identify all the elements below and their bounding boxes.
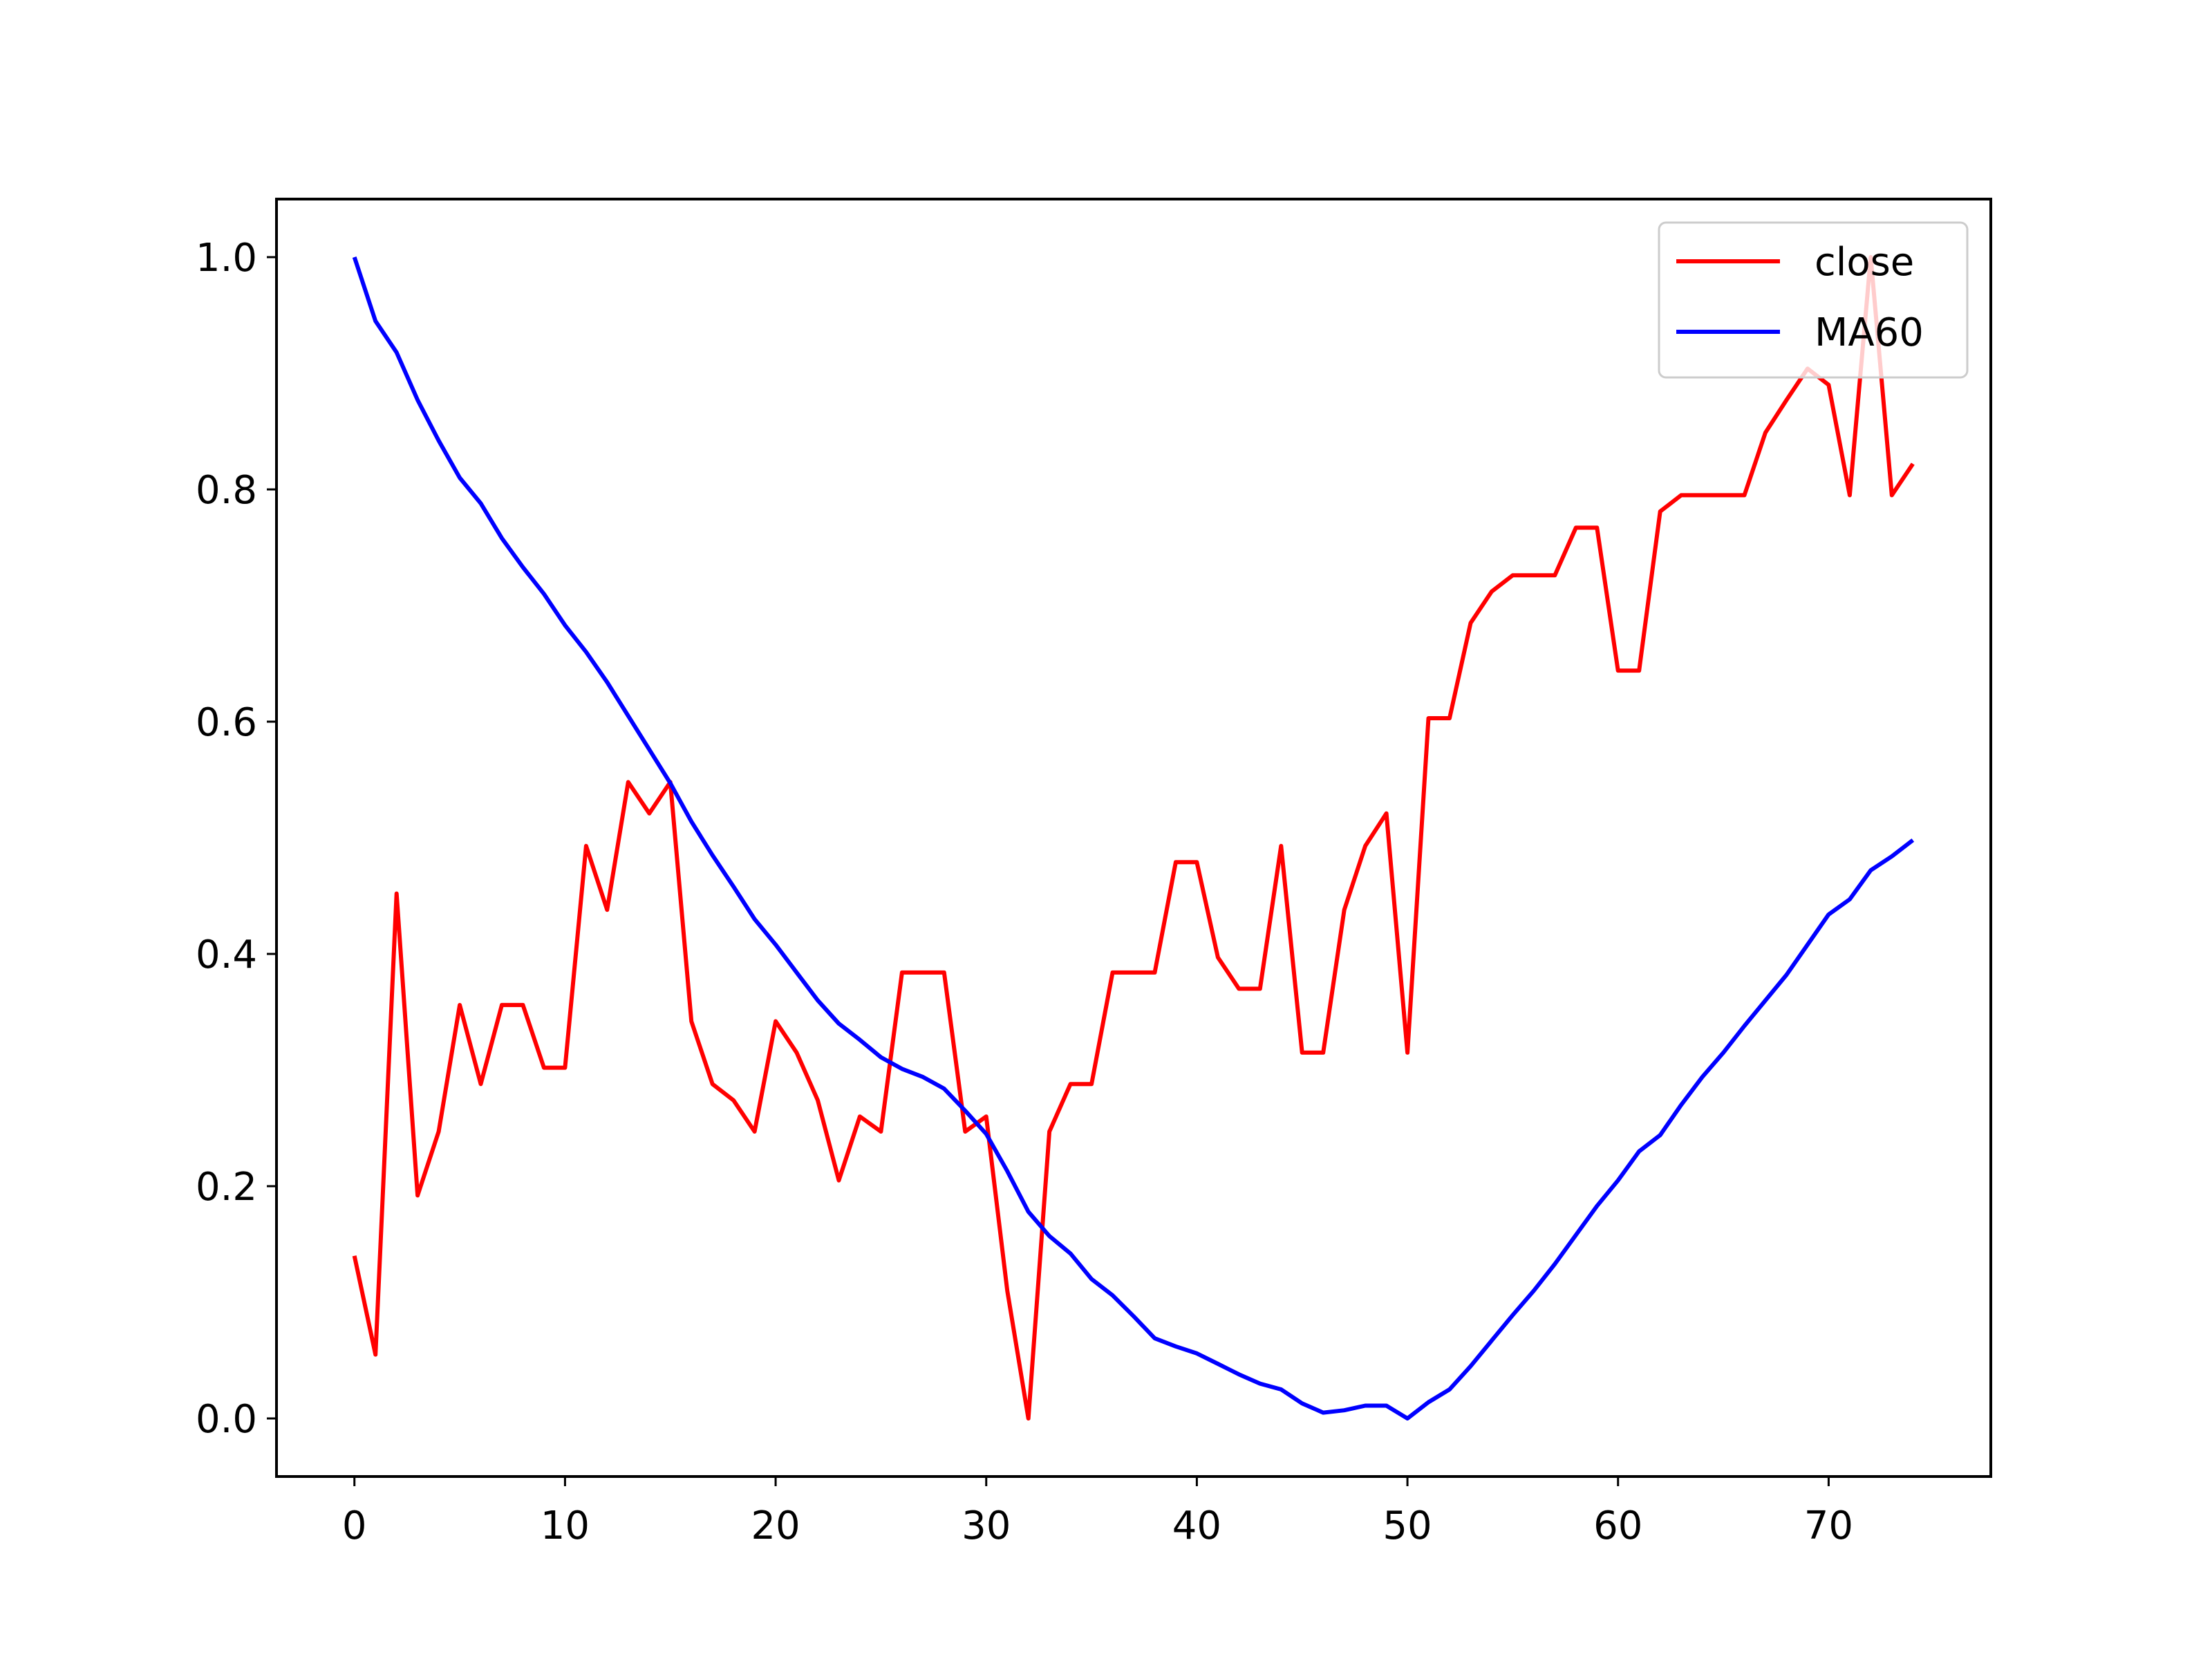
x-tick-label: 70 — [1804, 1503, 1853, 1548]
legend: close MA60 — [1658, 221, 1969, 379]
legend-label-ma60: MA60 — [1815, 310, 1924, 355]
y-tick-label: 0.6 — [196, 700, 257, 745]
x-tick-label: 30 — [962, 1503, 1011, 1548]
series-line-ma60 — [352, 256, 1915, 1421]
series-layer — [352, 255, 1915, 1421]
x-tick-label: 0 — [342, 1503, 367, 1548]
x-tick-label: 60 — [1593, 1503, 1642, 1548]
y-tick-label: 0.8 — [196, 468, 257, 513]
y-axis: 0.0 0.2 0.4 0.6 0.8 1.0 — [196, 236, 276, 1442]
plot-area — [276, 199, 1991, 1477]
legend-label-close: close — [1815, 240, 1914, 285]
y-tick-label: 0.0 — [196, 1397, 257, 1442]
y-tick-label: 0.2 — [196, 1165, 257, 1210]
x-tick-label: 10 — [541, 1503, 590, 1548]
x-axis: 0 10 20 30 40 50 60 70 — [342, 1477, 1853, 1548]
series-line-close — [352, 255, 1915, 1421]
y-tick-label: 0.4 — [196, 932, 257, 977]
x-tick-label: 40 — [1172, 1503, 1221, 1548]
plot-frame — [275, 198, 1992, 1478]
x-tick-label: 50 — [1382, 1503, 1432, 1548]
y-tick-label: 1.0 — [196, 236, 257, 281]
x-tick-label: 20 — [751, 1503, 800, 1548]
